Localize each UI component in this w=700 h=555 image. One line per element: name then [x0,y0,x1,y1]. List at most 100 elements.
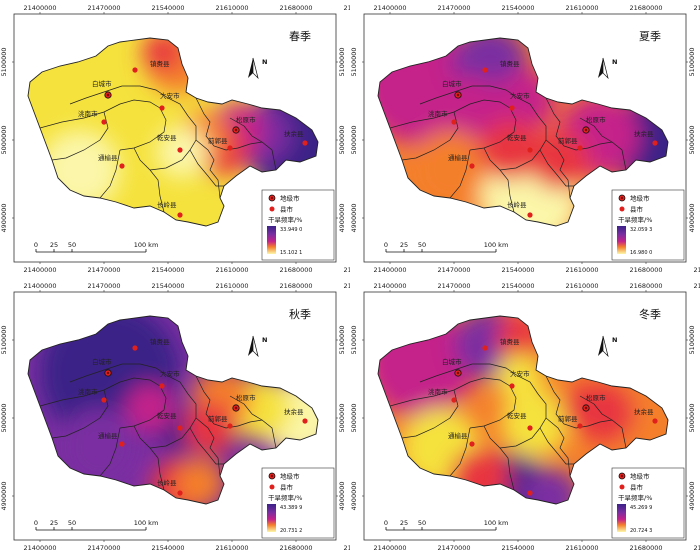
scale-bar: 0 25 50 100 km [34,241,158,253]
x-tick-label: 21540000 [151,4,184,12]
svg-text:32.059 3: 32.059 3 [630,227,652,233]
county-marker [101,119,107,125]
north-arrow-icon: N [598,335,617,358]
y-tick-label: 5100000 [338,48,346,77]
x-tick-label: 21400000 [373,266,406,274]
place-label: 长岭县 [157,200,177,209]
place-label: 洮南市 [78,387,98,396]
y-tick-label: 4900000 [688,204,696,233]
x-tick-label: 21750000 [693,4,700,12]
county-marker [119,163,125,169]
place-label: 大安市 [160,91,180,100]
x-tick-label: 21540000 [151,266,184,274]
place-label: 镇赉县 [150,59,170,68]
svg-text:地级市: 地级市 [280,194,300,203]
x-tick-label: 21470000 [437,266,470,274]
y-tick-label: 4900000 [0,482,8,511]
x-tick-label: 21750000 [693,266,700,274]
season-title: 夏季 [639,30,661,43]
map-panel-spring: 21400000 21400000 21470000 21470000 21540000… [0,0,350,277]
svg-text:0: 0 [34,519,38,527]
place-label: 乾安县 [157,411,177,420]
county-marker [527,490,533,496]
x-tick-label: 21400000 [23,266,56,274]
x-tick-label: 21750000 [343,282,350,290]
x-tick-label: 21400000 [23,544,56,552]
county-marker [469,441,475,447]
y-tick-label: 5100000 [0,326,8,355]
place-label: 前郭县 [558,136,578,145]
place-label: 通榆县 [448,431,468,440]
svg-text:33.949 0: 33.949 0 [280,227,302,233]
y-tick-label: 5100000 [688,48,696,77]
x-tick-label: 21400000 [373,282,406,290]
y-tick-label: 5000000 [688,126,696,155]
x-tick-label: 21540000 [501,266,534,274]
county-marker [227,423,233,429]
county-marker [119,441,125,447]
svg-text:50: 50 [68,519,76,527]
place-label: 大安市 [160,369,180,378]
svg-text:0: 0 [34,241,38,249]
county-marker [577,145,583,151]
county-marker [159,383,165,389]
svg-text:县市: 县市 [280,483,294,492]
scale-bar: 0 25 50 100 km [384,241,509,253]
svg-text:100 km: 100 km [484,241,509,249]
map-panel-summer: 21400000 21400000 21470000 21470000 21540000… [350,0,700,277]
y-tick-label: 5100000 [0,48,8,77]
county-marker [177,490,183,496]
y-tick-label: 5100000 [350,48,358,77]
x-tick-label: 21540000 [151,282,184,290]
x-tick-label: 21610000 [565,544,598,552]
svg-text:N: N [612,336,617,344]
y-tick-label: 5000000 [350,126,358,155]
place-label: 洮南市 [78,109,98,118]
scale-bar: 0 25 50 100 km [384,519,508,531]
place-label: 通榆县 [448,153,468,162]
county-marker [652,140,658,146]
county-marker [132,67,138,73]
svg-text:干旱频率/%: 干旱频率/% [268,493,302,502]
season-title: 冬季 [639,307,661,321]
place-label: 长岭县 [157,478,177,487]
county-marker [482,345,488,351]
x-tick-label: 21610000 [565,282,598,290]
season-title: 春季 [289,30,311,43]
county-marker [227,145,233,151]
place-label: 松原市 [236,115,256,124]
svg-text:0: 0 [384,241,388,249]
place-label: 扶余县 [634,129,654,138]
place-label: 前郭县 [208,414,228,423]
y-tick-label: 4900000 [338,482,346,511]
place-label: 白城市 [92,357,112,366]
county-marker [132,345,138,351]
place-label: 白城市 [442,357,462,366]
svg-text:干旱频率/%: 干旱频率/% [618,493,652,502]
x-tick-label: 21470000 [437,282,470,290]
x-tick-label: 21400000 [23,282,56,290]
x-tick-label: 21470000 [437,4,470,12]
place-label: 大安市 [510,91,530,100]
x-tick-label: 21610000 [565,4,598,12]
map-svg: 21400000 21400000 21470000 21470000 21540000… [350,4,700,274]
svg-text:16.980 0: 16.980 0 [630,250,652,256]
place-label: 白城市 [92,79,112,88]
county-marker [302,140,308,146]
county-marker [159,105,165,111]
x-tick-label: 21610000 [215,282,248,290]
place-label: 扶余县 [284,129,304,138]
svg-text:干旱频率/%: 干旱频率/% [618,215,652,224]
place-label: 通榆县 [98,431,118,440]
county-marker [527,212,533,218]
county-marker [527,147,533,153]
season-title: 秋季 [289,307,311,321]
y-tick-label: 5000000 [0,404,8,433]
place-label: 乾安县 [157,133,177,142]
x-tick-label: 21680000 [279,4,312,12]
y-tick-label: 4900000 [350,482,358,511]
place-label: 通榆县 [98,153,118,162]
x-tick-label: 21750000 [343,4,350,12]
y-tick-label: 4900000 [338,204,346,233]
x-tick-label: 21680000 [629,282,662,290]
